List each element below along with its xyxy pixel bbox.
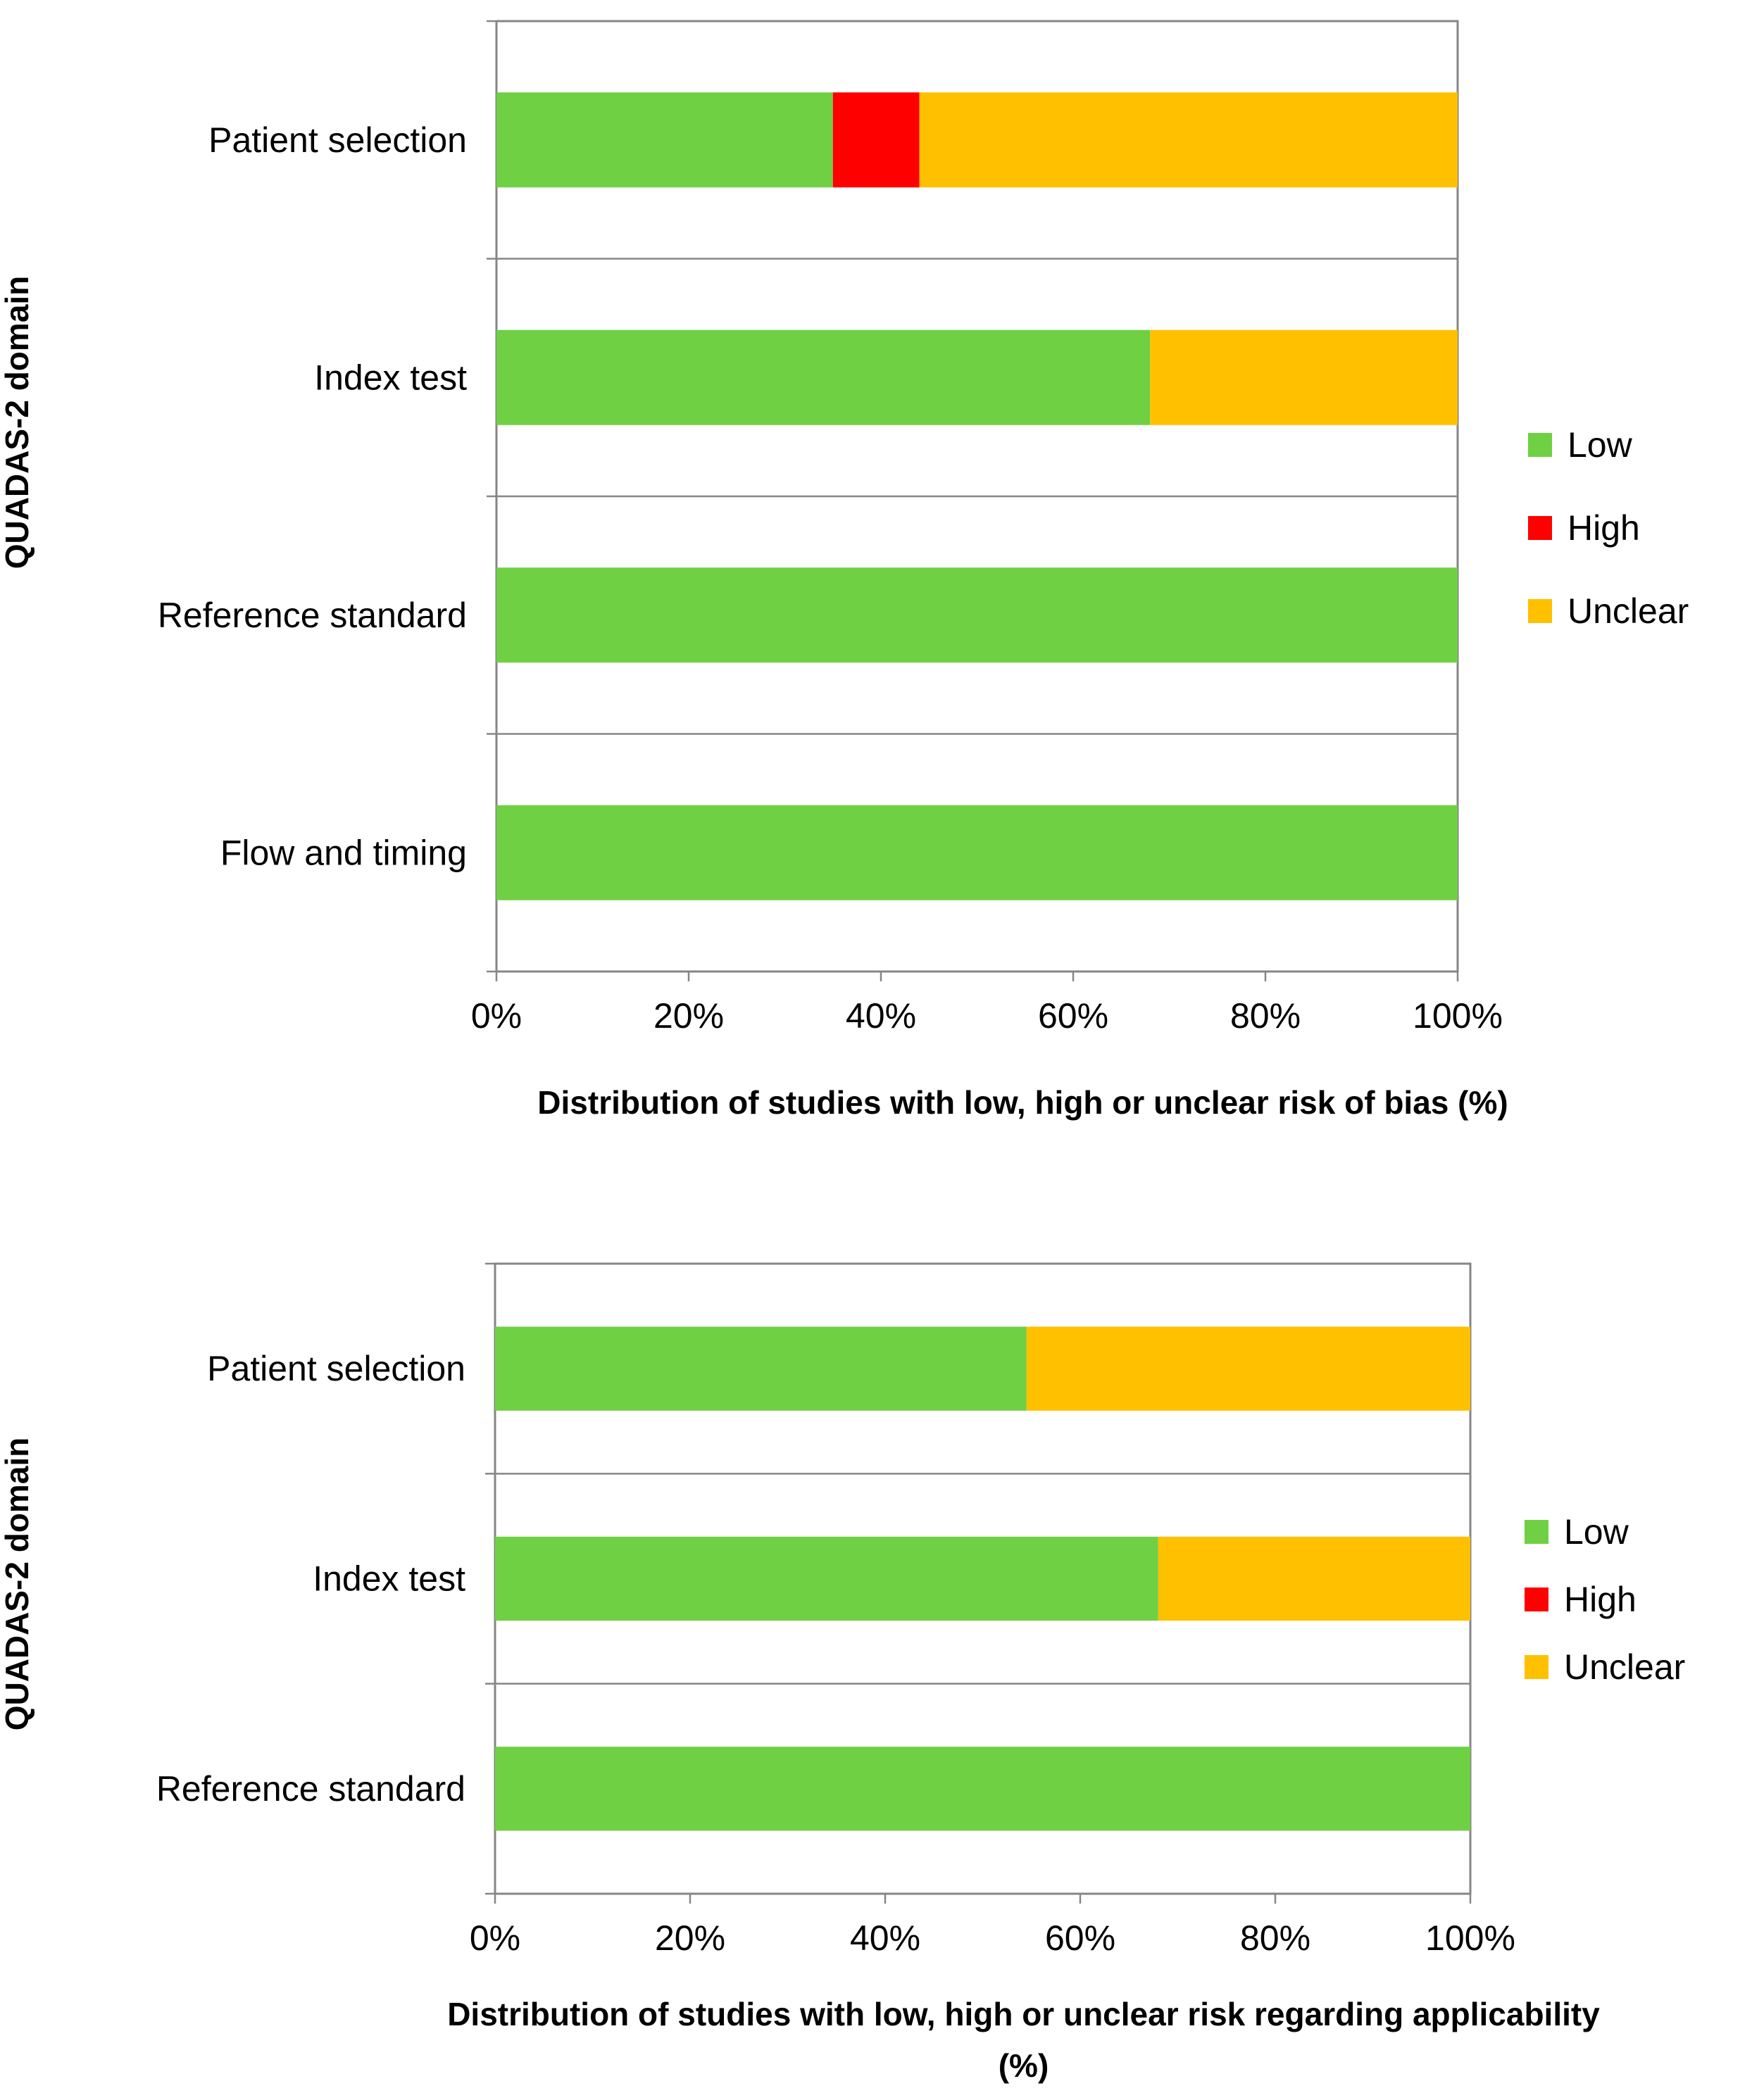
chart-risk-of-bias: 0% 20% 40% 60% 80% 100% Patient selection Index… (0, 20, 1689, 1121)
category-label: Reference standard (156, 1769, 465, 1809)
category-label: Index test (314, 358, 467, 397)
x-tick-label: 80% (1230, 996, 1301, 1036)
y-axis-title: QUADAS-2 domain (0, 1438, 35, 1731)
bar-unclear-index-test (1158, 1536, 1470, 1621)
legend-label-unclear: Unclear (1564, 1647, 1685, 1687)
bar-low-patient-selection (496, 92, 833, 188)
x-axis-title-line: (%) (999, 2047, 1049, 2084)
bar-unclear-patient-selection (1026, 1326, 1470, 1411)
legend-label-low: Low (1564, 1512, 1629, 1552)
category-label: Reference standard (158, 596, 467, 635)
bar-low-reference-standard (496, 567, 1458, 663)
x-tick-label: 80% (1240, 1918, 1310, 1958)
x-axis-title: Distribution of studies with low, high o… (537, 1084, 1508, 1121)
legend-swatch-high (1528, 516, 1552, 540)
x-axis-title-line: Distribution of studies with low, high o… (447, 1996, 1600, 2032)
bar-unclear-index-test (1150, 329, 1458, 425)
category-label: Patient selection (208, 120, 467, 160)
x-tick-label: 40% (846, 996, 916, 1036)
bar-low-flow-and-timing (496, 805, 1458, 900)
legend-label-unclear: Unclear (1568, 591, 1689, 631)
x-tick-label: 20% (655, 1918, 725, 1958)
category-label: Flow and timing (220, 833, 467, 872)
bar-high-patient-selection (832, 92, 920, 188)
legend-label-high: High (1564, 1580, 1637, 1619)
bar-low-patient-selection (495, 1326, 1027, 1411)
bar-low-index-test (496, 329, 1151, 425)
legend-swatch-low (1528, 433, 1552, 457)
legend-swatch-unclear (1525, 1655, 1548, 1679)
bar-low-reference-standard (495, 1747, 1470, 1831)
x-tick-label: 20% (653, 996, 724, 1036)
x-tick-label: 60% (1045, 1918, 1115, 1958)
x-tick-label: 60% (1038, 996, 1108, 1036)
category-label: Patient selection (207, 1349, 465, 1388)
bar-low-index-test (495, 1536, 1158, 1621)
x-tick-label: 40% (850, 1918, 920, 1958)
legend-swatch-unclear (1528, 599, 1552, 623)
category-label: Index test (313, 1559, 465, 1599)
x-tick-label: 0% (471, 996, 522, 1036)
bar-unclear-patient-selection (919, 92, 1458, 188)
legend-label-high: High (1568, 508, 1640, 548)
legend-swatch-high (1525, 1587, 1548, 1611)
x-tick-label: 100% (1413, 996, 1503, 1036)
chart-applicability: 0% 20% 40% 60% 80% 100% Patient selection Index… (0, 1262, 1685, 2084)
x-tick-label: 0% (470, 1918, 520, 1958)
y-axis-title: QUADAS-2 domain (0, 276, 35, 570)
legend-label-low: Low (1568, 425, 1633, 465)
legend-swatch-low (1525, 1520, 1548, 1544)
x-tick-label: 100% (1425, 1918, 1515, 1958)
